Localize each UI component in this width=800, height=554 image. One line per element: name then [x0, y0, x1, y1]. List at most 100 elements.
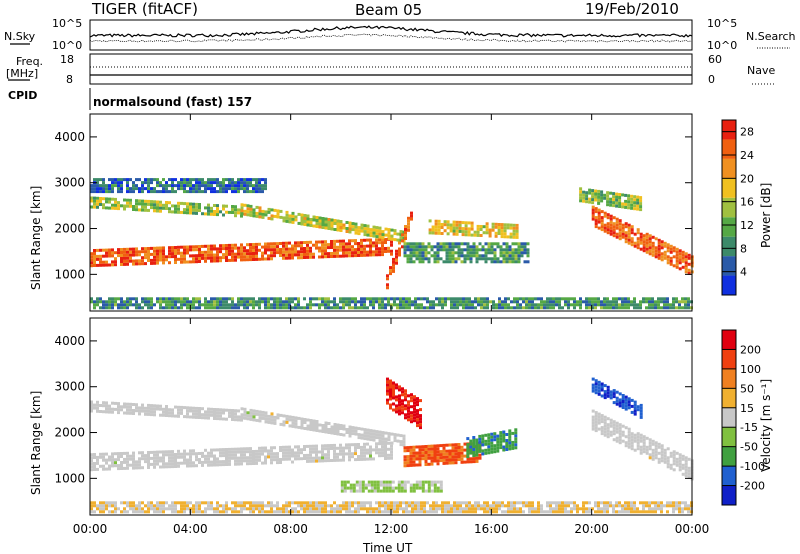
heatmap-cell	[381, 440, 385, 444]
heatmap-cell	[90, 409, 93, 413]
heatmap-cell	[391, 486, 395, 490]
heatmap-cell	[413, 404, 416, 408]
heatmap-cell	[481, 257, 485, 261]
heatmap-cell	[156, 300, 159, 304]
heatmap-cell	[306, 252, 309, 256]
heatmap-cell	[354, 303, 357, 307]
heatmap-cell	[261, 300, 264, 304]
heatmap-cell	[398, 388, 401, 392]
heatmap-cell	[389, 403, 392, 407]
heatmap-cell	[204, 460, 207, 464]
heatmap-cell	[303, 241, 306, 244]
heatmap-cell	[297, 448, 300, 452]
heatmap-cell	[96, 504, 99, 508]
heatmap-cell	[378, 442, 381, 446]
heatmap-cell	[231, 187, 234, 191]
heatmap-cell	[93, 261, 96, 264]
heatmap-cell	[279, 510, 282, 514]
heatmap-cell	[501, 510, 504, 514]
heatmap-cell	[525, 504, 528, 508]
heatmap-cell	[492, 303, 495, 307]
heatmap-cell	[508, 432, 512, 436]
heatmap-cell	[300, 426, 304, 430]
heatmap-cell	[249, 258, 252, 262]
heatmap-cell	[153, 246, 156, 250]
heatmap-cell	[430, 248, 434, 252]
heatmap-cell	[503, 226, 507, 230]
heatmap-cell	[270, 455, 273, 459]
heatmap-cell	[639, 202, 643, 206]
heatmap-cell	[507, 303, 510, 307]
heatmap-cell	[654, 444, 658, 448]
heatmap-cell	[531, 504, 534, 508]
heatmap-cell	[237, 504, 240, 508]
heatmap-cell	[448, 458, 452, 462]
heatmap-cell	[114, 203, 117, 207]
heatmap-cell	[258, 303, 261, 307]
heatmap-cell	[102, 184, 105, 188]
heatmap-cell	[606, 194, 610, 198]
heatmap-cell	[387, 507, 390, 511]
heatmap-cell	[216, 207, 219, 211]
heatmap-cell	[135, 406, 138, 410]
heatmap-cell	[499, 251, 503, 255]
heatmap-cell	[228, 303, 231, 307]
heatmap-cell	[439, 242, 443, 246]
heatmap-cell	[153, 450, 156, 454]
heatmap-cell	[105, 303, 108, 307]
heatmap-cell	[285, 244, 288, 248]
heatmap-cell	[579, 303, 582, 307]
heatmap-cell	[366, 457, 369, 461]
heatmap-cell	[165, 465, 168, 469]
heatmap-cell	[207, 256, 210, 260]
heatmap-cell	[573, 300, 576, 304]
heatmap-cell	[261, 254, 264, 258]
heatmap-cell	[138, 199, 141, 203]
heatmap-cell	[201, 303, 204, 307]
heatmap-cell	[234, 453, 237, 457]
heatmap-cell	[255, 251, 258, 255]
heatmap-cell	[627, 504, 630, 508]
heatmap-cell	[504, 510, 507, 514]
x-tick-label: 00:00	[675, 522, 710, 536]
heatmap-cell	[246, 190, 249, 194]
colorbar-segment	[722, 178, 736, 198]
heatmap-cell	[636, 204, 640, 208]
heatmap-cell	[447, 297, 450, 301]
heatmap-cell	[615, 504, 618, 508]
heatmap-cell	[360, 306, 363, 310]
heatmap-cell	[540, 300, 543, 304]
heatmap-cell	[378, 507, 381, 511]
heatmap-cell	[255, 300, 258, 304]
date-title: 19/Feb/2010	[585, 0, 679, 18]
heatmap-cell	[225, 451, 228, 454]
heatmap-cell	[366, 306, 369, 310]
heatmap-cell	[684, 264, 688, 268]
heatmap-cell	[228, 187, 231, 191]
heatmap-cell	[436, 254, 440, 258]
heatmap-cell	[147, 247, 150, 250]
heatmap-cell	[434, 219, 438, 223]
heatmap-cell	[508, 260, 512, 264]
heatmap-cell	[618, 423, 622, 427]
heatmap-cell	[324, 427, 328, 431]
heatmap-cell	[390, 450, 393, 454]
heatmap-cell	[273, 455, 276, 459]
heatmap-cell	[633, 241, 637, 245]
heatmap-cell	[234, 255, 237, 259]
heatmap-cell	[258, 209, 262, 213]
heatmap-cell	[114, 297, 117, 301]
heatmap-cell	[264, 455, 267, 459]
heatmap-cell	[654, 252, 658, 256]
heatmap-cell	[288, 256, 291, 260]
heatmap-cell	[204, 416, 207, 420]
heatmap-cell	[201, 212, 204, 216]
heatmap-cell	[204, 501, 207, 505]
heatmap-cell	[120, 181, 123, 185]
heatmap-cell	[186, 260, 189, 264]
heatmap-cell	[150, 187, 153, 191]
heatmap-cell	[189, 248, 192, 252]
heatmap-cell	[132, 184, 135, 188]
heatmap-cell	[198, 413, 201, 416]
heatmap-cell	[345, 452, 348, 456]
